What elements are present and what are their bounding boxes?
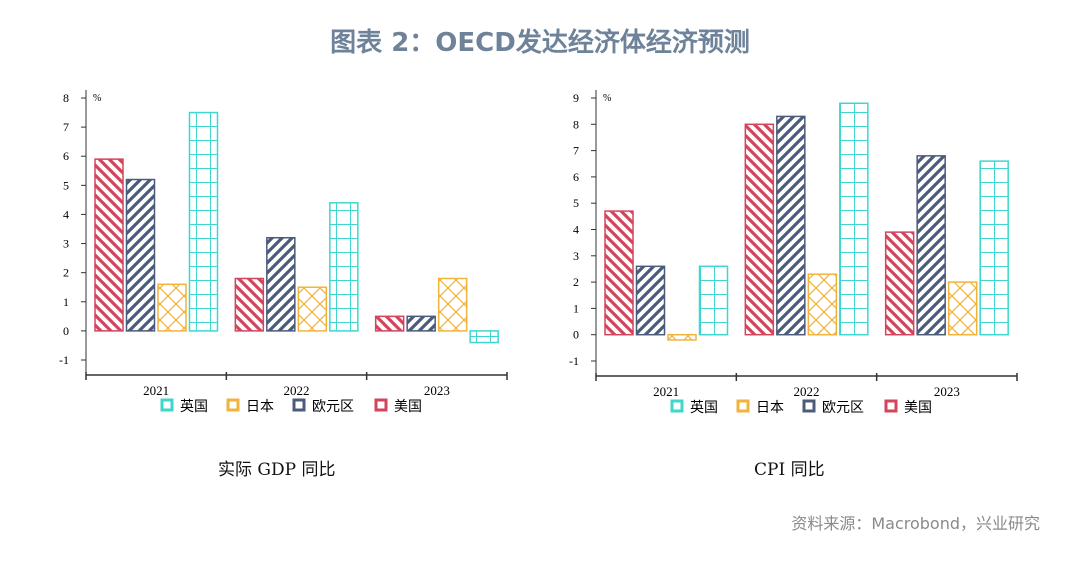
y-tick-label: 4 — [573, 223, 579, 237]
bar-日本-2021 — [667, 333, 697, 341]
y-tick-label: 1 — [63, 295, 69, 309]
y-tick-label: 6 — [573, 170, 579, 184]
bar-欧元区-2021 — [125, 178, 156, 332]
bar-日本-2022 — [297, 286, 328, 332]
legend-label: 英国 — [180, 398, 208, 415]
y-tick-label: 6 — [63, 149, 69, 163]
source-note: 资料来源：Macrobond，兴业研究 — [791, 514, 1040, 533]
y-tick-label: 0 — [573, 328, 579, 342]
chart-2: -1 0 1 2 3 4 5 6 7 8 9 % 2021 2022 2023 英国 日本 欧元区 美国 — [569, 90, 1018, 416]
y-tick-label: -1 — [59, 353, 69, 367]
legend-swatch — [736, 399, 750, 413]
y-unit-label: % — [93, 93, 101, 104]
x-tick-label: 2023 — [424, 383, 450, 398]
bar-欧元区-2021 — [635, 265, 666, 336]
y-tick-label: 3 — [63, 237, 69, 251]
legend-swatch — [292, 398, 306, 412]
y-tick-label: 9 — [573, 91, 579, 105]
x-tick-label: 2023 — [934, 384, 960, 399]
y-tick-label: 3 — [573, 249, 579, 263]
bar-英国-2023 — [979, 160, 1009, 336]
chart-1-title: 实际 GDP 同比 — [218, 460, 336, 480]
bar-日本-2021 — [157, 283, 187, 332]
legend-label: 日本 — [246, 399, 274, 415]
x-tick-label: 2022 — [794, 384, 820, 399]
chart-2-title: CPI 同比 — [754, 460, 825, 480]
y-tick-label: 7 — [573, 144, 579, 158]
bar-英国-2022 — [839, 102, 869, 336]
y-tick-label: 5 — [63, 178, 69, 192]
legend-swatch — [884, 399, 898, 413]
bar-欧元区-2023 — [406, 315, 436, 332]
legend-label: 欧元区 — [312, 399, 354, 415]
legend-swatch — [160, 398, 174, 412]
legend-label: 美国 — [394, 399, 422, 415]
legend-swatch — [802, 399, 816, 413]
bar-欧元区-2022 — [266, 236, 296, 332]
bar-英国-2021 — [698, 265, 729, 336]
y-tick-label: 2 — [63, 266, 69, 280]
bar-美国-2021 — [94, 158, 124, 332]
legend-swatch — [670, 399, 684, 413]
legend-swatch — [226, 398, 240, 412]
y-tick-label: 8 — [63, 91, 69, 105]
x-tick-label: 2021 — [143, 383, 169, 398]
x-tick-label: 2022 — [284, 383, 310, 398]
bar-日本-2023 — [437, 277, 468, 332]
legend-label: 英国 — [690, 399, 718, 416]
bar-美国-2023 — [374, 315, 405, 332]
bar-英国-2022 — [329, 202, 359, 332]
y-tick-label: 2 — [573, 275, 579, 289]
bar-欧元区-2023 — [916, 155, 946, 336]
chart-1: -1 0 1 2 3 4 5 6 7 8 % 2021 2022 2023 英国 日本 欧元区 美国 — [59, 90, 508, 415]
y-tick-label: 7 — [63, 120, 69, 134]
y-tick-label: 5 — [573, 196, 579, 210]
bar-美国-2021 — [604, 210, 634, 336]
y-tick-label: 4 — [63, 207, 69, 221]
y-tick-label: 1 — [573, 301, 579, 315]
bar-欧元区-2022 — [776, 115, 806, 336]
bar-日本-2023 — [947, 281, 978, 336]
y-tick-label: 8 — [573, 117, 579, 131]
bar-英国-2021 — [188, 111, 219, 332]
bar-英国-2023 — [469, 330, 499, 344]
bar-日本-2022 — [807, 273, 838, 336]
bar-美国-2022 — [744, 123, 775, 336]
y-tick-label: -1 — [569, 354, 579, 368]
x-tick-label: 2021 — [653, 384, 679, 399]
legend-label: 日本 — [756, 400, 784, 416]
bar-美国-2023 — [884, 231, 915, 336]
legend-label: 欧元区 — [822, 400, 864, 416]
y-tick-label: 0 — [63, 324, 69, 338]
figure-title: 图表 2：OECD发达经济体经济预测 — [330, 28, 750, 58]
bar-美国-2022 — [234, 277, 265, 332]
y-unit-label: % — [603, 93, 611, 104]
legend-swatch — [374, 398, 388, 412]
legend-label: 美国 — [904, 400, 932, 416]
